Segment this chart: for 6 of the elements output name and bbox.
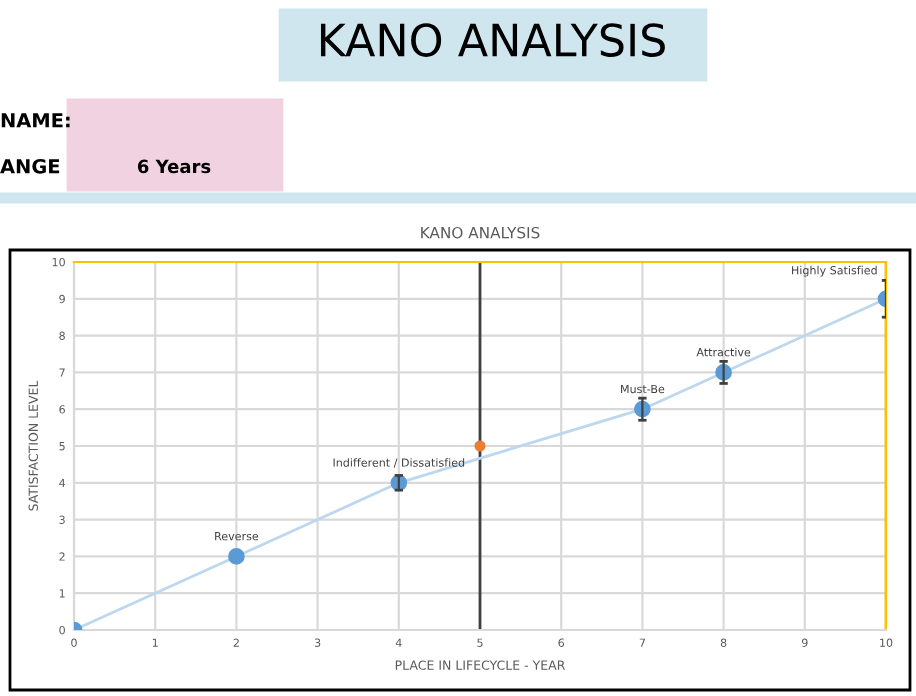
text: NAME: bbox=[1, 113, 70, 128]
text: 6 Years bbox=[137, 159, 211, 174]
text: KANO ANALYSIS bbox=[320, 23, 665, 57]
point bbox=[474, 440, 486, 452]
point bbox=[228, 548, 245, 565]
text: ANGE bbox=[0, 158, 60, 174]
